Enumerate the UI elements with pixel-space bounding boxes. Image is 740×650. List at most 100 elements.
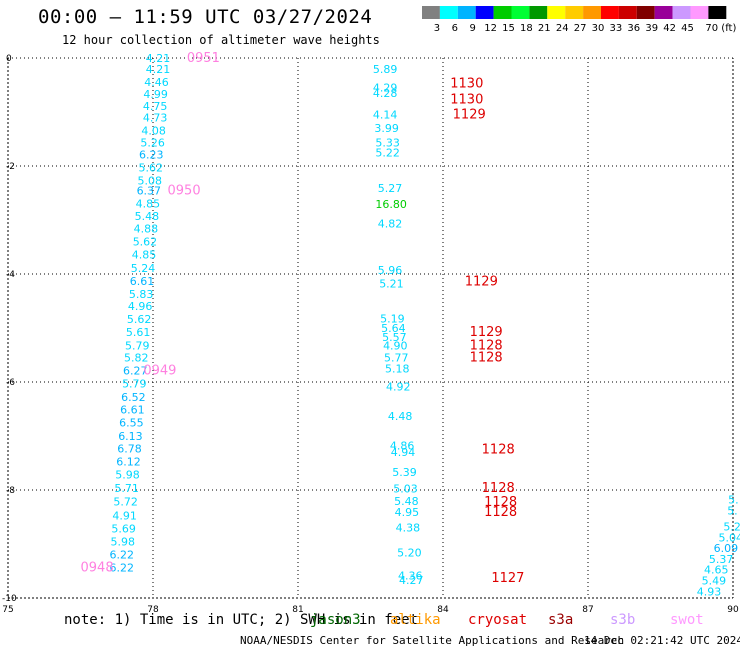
wave-height-label: 5.20 [397, 546, 422, 559]
wave-height-label: 5.18 [385, 362, 410, 375]
wave-height-label: 5.83 [129, 288, 154, 301]
satellite-legend-jason3: jason3 [310, 612, 361, 628]
wave-height-label: 5.62 [127, 313, 151, 326]
wave-height-label: 6.22 [110, 549, 135, 562]
y-tick-label: 0 [6, 54, 12, 64]
colorbar-swatch [547, 6, 566, 19]
y-tick-label: -10 [2, 594, 17, 604]
wave-height-label: 4.88 [134, 222, 159, 235]
wave-height-label: 5.64 [381, 322, 406, 335]
wave-height-label: 5.79 [122, 377, 147, 390]
wave-height-label: 5. [727, 504, 738, 517]
colorbar-label: 39 [645, 23, 658, 34]
wave-height-label: 5.39 [392, 466, 417, 479]
satellite-legend-s3a: s3a [548, 612, 574, 628]
pass-time-label: 0951 [187, 51, 220, 66]
wave-height-label: 4.73 [143, 112, 168, 125]
pass-time-label: 1128 [484, 505, 517, 520]
x-tick-label: 90 [727, 605, 739, 615]
pass-time-label: 0949 [143, 363, 176, 378]
wave-height-label: 6.12 [116, 456, 140, 469]
pass-time-label: 1130 [450, 77, 483, 92]
colorbar-swatch [636, 6, 655, 19]
colorbar-label: 33 [610, 23, 623, 34]
colorbar-label: 36 [627, 23, 640, 34]
wave-height-label: 5.37 [709, 553, 734, 566]
wave-height-label: 4.28 [373, 87, 398, 100]
colorbar-label: 24 [556, 23, 569, 34]
pass-time-label: 1128 [470, 350, 503, 365]
colorbar-legend: 3 6 9 12 15 18 21 24 27 30 33 36 39 42 45 70 (ft) [422, 6, 736, 34]
satellite-legend-s3b: s3b [610, 612, 636, 628]
wave-height-label: 4.08 [141, 125, 166, 138]
colorbar-swatch [708, 6, 727, 19]
footer-timestamp: 14 Dec 02:21:42 UTC 2024 [584, 634, 740, 647]
colorbar-label: 42 [663, 23, 676, 34]
colorbar-swatch [439, 6, 458, 19]
wave-height-label: 4.38 [396, 522, 421, 535]
satellite-legend-altika: altika [390, 612, 441, 628]
footer-note: note: 1) Time is in UTC; 2) SWH is in fe… [64, 612, 419, 628]
colorbar-swatch [422, 6, 440, 19]
plot-frame [7, 57, 734, 599]
wave-height-label: 4.94 [391, 446, 416, 459]
footer-credit: NOAA/NESDIS Center for Satellite Applica… [240, 634, 625, 647]
wave-height-label: 4.86 [390, 440, 415, 453]
y-tick-label: -6 [6, 378, 15, 388]
wave-height-label: 4.93 [697, 585, 722, 598]
wave-height-label: 4.36 [398, 570, 423, 583]
wave-height-label: 5.48 [135, 210, 160, 223]
wave-height-label: 4.29 [373, 81, 398, 94]
wave-height-label: 5.08 [138, 174, 163, 187]
wave-height-label: 5.2 [723, 521, 740, 534]
y-tick-label: -4 [6, 270, 15, 280]
colorbar-label: 21 [538, 23, 551, 34]
wave-height-label: 5.19 [380, 313, 405, 326]
wave-height-label: 5.98 [110, 536, 135, 549]
colorbar-label: 30 [592, 23, 605, 34]
wave-height-label: 4.99 [143, 88, 168, 101]
x-tick-label: 81 [292, 605, 303, 615]
wave-height-label: 4.27 [399, 574, 424, 587]
colorbar-label: 9 [470, 23, 476, 34]
wave-height-label: 4.82 [378, 218, 403, 231]
wave-height-label: 5.77 [384, 351, 409, 364]
wave-height-label: 5.27 [378, 182, 403, 195]
wave-height-label: 3.99 [374, 122, 399, 135]
wave-height-label: 5.33 [375, 137, 400, 150]
wave-height-label: 5.21 [379, 278, 404, 291]
colorbar-swatch [475, 6, 494, 19]
pass-time-label: 1129 [453, 107, 486, 122]
wave-height-label: 6.78 [117, 443, 142, 456]
wave-height-label: 5. [728, 494, 739, 507]
colorbar-label: 18 [520, 23, 533, 34]
wave-height-label: 5.04 [719, 531, 740, 544]
wave-height-label: 6.61 [130, 275, 155, 288]
x-tick-label: 87 [582, 605, 593, 615]
colorbar-swatch [654, 6, 673, 19]
wave-height-label: 5.24 [131, 262, 156, 275]
wave-height-label: 5.79 [125, 340, 150, 353]
wave-height-label: 5.03 [393, 483, 418, 496]
pass-time-label: 1128 [484, 495, 517, 510]
pass-time-label: 1129 [465, 274, 498, 289]
colorbar-label: 12 [484, 23, 497, 34]
wave-height-label: 6.23 [139, 148, 164, 161]
wave-height-label: 5.26 [140, 137, 165, 150]
wave-height-label: 16.80 [375, 198, 407, 211]
wave-height-label: 4.75 [143, 100, 168, 113]
pass-time-label: 1128 [482, 481, 515, 496]
wave-height-label: 5.69 [111, 523, 136, 536]
colorbar-swatch [618, 6, 637, 19]
wave-height-label: 4.65 [704, 564, 729, 577]
wave-height-label: 6.09 [714, 542, 739, 555]
colorbar-swatch [672, 6, 691, 19]
wave-height-label: 6.52 [121, 391, 146, 404]
pass-time-label: 1128 [482, 442, 515, 457]
page-subtitle: 12 hour collection of altimeter wave hei… [62, 33, 380, 47]
wave-height-label: 4.92 [386, 381, 411, 394]
page-title: 00:00 – 11:59 UTC 03/27/2024 [38, 6, 373, 28]
wave-height-label: 5.61 [126, 326, 151, 339]
wave-height-label: 4.96 [128, 300, 153, 313]
